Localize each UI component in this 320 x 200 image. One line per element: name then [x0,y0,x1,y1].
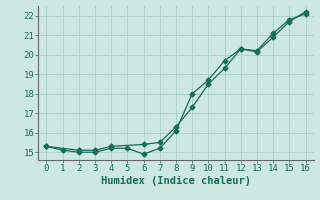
X-axis label: Humidex (Indice chaleur): Humidex (Indice chaleur) [101,176,251,186]
